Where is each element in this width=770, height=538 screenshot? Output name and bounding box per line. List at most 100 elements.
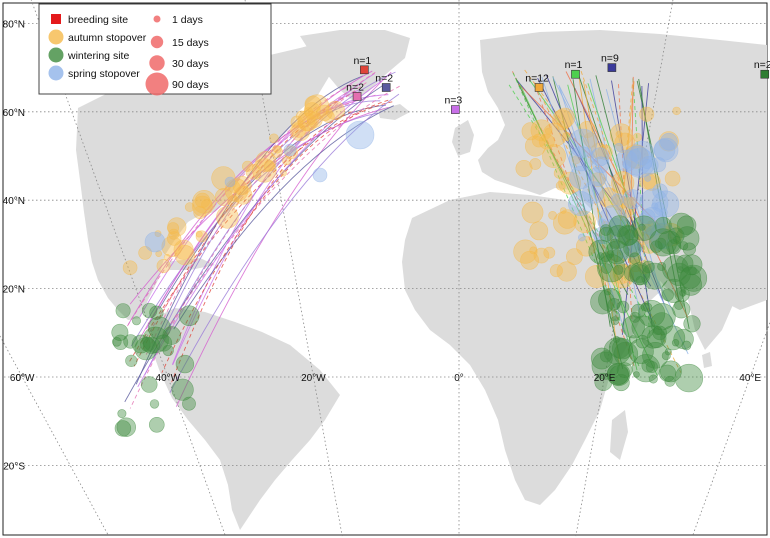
spring-stopover-point <box>590 147 610 167</box>
wintering-site-point <box>607 298 621 311</box>
autumn-stopover-point <box>255 151 277 173</box>
sample-size-label: n=1 <box>565 59 583 71</box>
autumn-stopover-point <box>184 202 195 212</box>
legend-swatch <box>48 47 64 63</box>
autumn-stopover-point <box>609 123 633 147</box>
autumn-stopover-point <box>214 188 233 207</box>
wintering-site-point <box>616 362 633 378</box>
wintering-site-point <box>683 315 701 333</box>
spring-stopover-point <box>568 146 594 172</box>
breeding-site-marker <box>352 92 362 101</box>
migration-track <box>611 80 653 326</box>
sample-size-label: n=2 <box>375 72 393 84</box>
sample-size-label: n=3 <box>444 95 462 107</box>
spring-stopover-point <box>582 181 605 204</box>
autumn-stopover-point <box>306 112 323 128</box>
spring-stopover-point <box>597 218 607 228</box>
spring-stopover-point <box>653 137 679 163</box>
spring-stopover-point <box>567 191 593 217</box>
spring-stopover-point <box>625 147 656 178</box>
spring-stopover-point <box>283 143 297 157</box>
migration-track <box>572 79 611 327</box>
autumn-stopover-point <box>290 120 311 142</box>
migration-track <box>135 75 364 385</box>
breeding-site-markers: n=1n=2n=2n=3n=12n=1n=9n=2n=2 <box>346 53 770 114</box>
longitude-label: 0° <box>454 373 464 384</box>
wintering-site-point <box>123 334 138 349</box>
autumn-stopover-point <box>598 187 619 208</box>
autumn-stopover-point <box>325 100 346 121</box>
breeding-site-marker <box>381 83 391 92</box>
autumn-stopover-point <box>658 131 679 152</box>
wintering-site-point <box>598 226 614 242</box>
wintering-site-point <box>675 226 700 251</box>
wintering-site-point <box>114 420 132 437</box>
autumn-stopover-point <box>531 133 546 148</box>
wintering-site-point <box>147 316 171 340</box>
migration-track <box>161 101 393 373</box>
wintering-site-point <box>612 335 620 343</box>
land-caribbean <box>165 258 215 270</box>
wintering-site-point <box>668 212 694 238</box>
autumn-stopover-point <box>156 258 171 273</box>
autumn-stopover-point <box>632 132 642 142</box>
wintering-site-point <box>650 240 663 253</box>
wintering-site-point <box>674 363 704 393</box>
autumn-stopover-point <box>195 230 208 243</box>
migration-track <box>126 94 376 328</box>
migration-track <box>629 76 634 275</box>
wintering-site-point <box>162 326 181 345</box>
migration-track <box>534 84 635 368</box>
latitude-label: 40°N <box>3 196 25 207</box>
breeding-site-marker <box>607 63 617 72</box>
legend-swatch <box>51 14 61 24</box>
breeding-site-marker <box>571 69 580 79</box>
autumn-stopover-point <box>664 170 681 187</box>
autumn-stopover-point <box>174 245 195 266</box>
autumn-stopover-point <box>161 236 183 258</box>
legend-duration-circle <box>149 55 165 71</box>
legend-label: breeding site <box>68 14 128 26</box>
migration-tracks <box>124 69 690 409</box>
autumn-stopover-point <box>232 176 252 196</box>
autumn-stopover-point <box>583 132 599 148</box>
wintering-site-point <box>116 417 137 437</box>
legend-duration-circle <box>153 15 161 23</box>
wintering-site-point <box>642 302 653 313</box>
autumn-stopover-point <box>554 107 575 129</box>
autumn-stopover-point <box>672 106 681 116</box>
migration-track <box>638 78 680 302</box>
longitude-label: 40°E <box>739 373 761 384</box>
autumn-stopover-point <box>304 95 322 113</box>
spring-stopover-point <box>614 142 624 152</box>
autumn-stopover-point <box>566 248 583 266</box>
stopover-points <box>111 94 708 437</box>
wintering-site-point <box>621 315 645 339</box>
migration-track <box>139 70 373 340</box>
wintering-site-point <box>672 300 691 319</box>
legend-label: wintering site <box>67 50 129 62</box>
land-masses <box>76 30 767 530</box>
autumn-stopover-point <box>273 145 282 154</box>
wintering-site-point <box>112 336 122 347</box>
autumn-stopover-point <box>270 145 283 158</box>
migration-track <box>144 71 396 376</box>
migration-track <box>565 71 689 318</box>
autumn-stopover-point <box>562 131 572 142</box>
longitude-label: 40°W <box>156 373 181 384</box>
wintering-site-point <box>662 255 689 282</box>
spring-stopover-point <box>144 231 166 253</box>
autumn-stopover-point <box>575 236 597 257</box>
spring-stopover-point <box>652 183 668 199</box>
breeding-site-marker <box>451 105 460 114</box>
wintering-site-point <box>149 416 165 433</box>
longitude-label: 20°W <box>301 373 326 384</box>
wintering-site-point <box>628 252 641 265</box>
wintering-site-point <box>617 224 639 246</box>
spring-stopover-point <box>312 167 328 183</box>
autumn-stopover-point <box>557 209 578 229</box>
spring-stopover-point <box>588 167 608 187</box>
spring-stopover-point <box>641 158 653 170</box>
spring-stopover-point <box>638 207 668 236</box>
wintering-site-point <box>140 376 158 393</box>
